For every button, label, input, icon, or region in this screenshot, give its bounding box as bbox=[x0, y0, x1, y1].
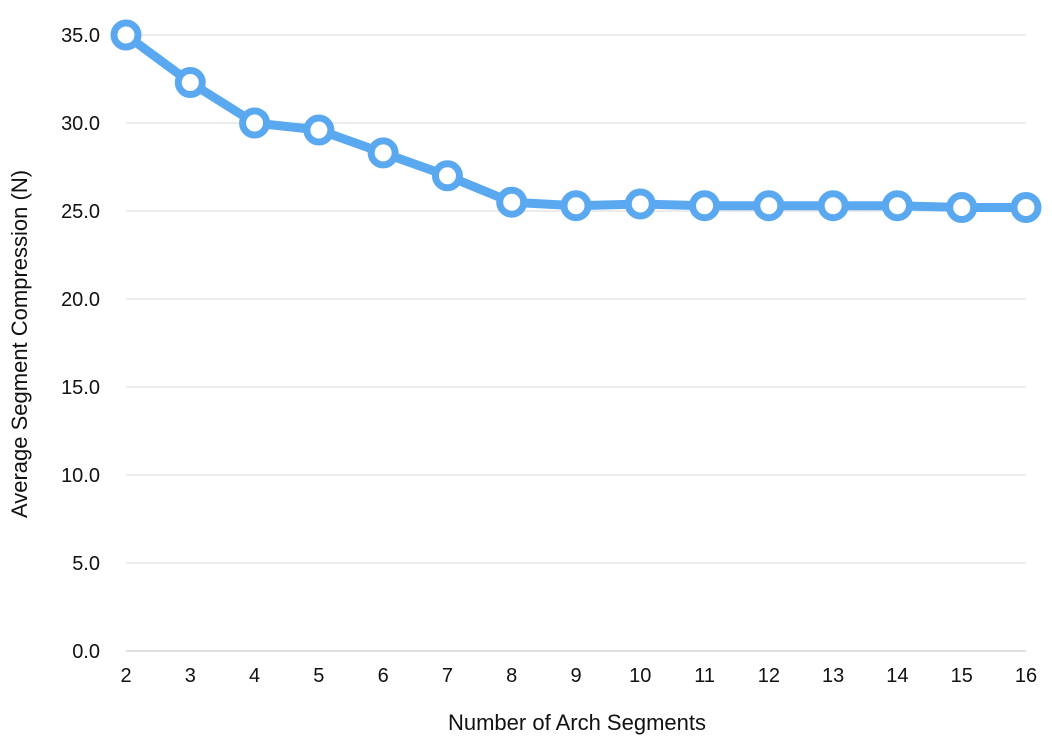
x-tick-label: 14 bbox=[886, 665, 908, 687]
x-tick-label: 15 bbox=[951, 665, 973, 687]
x-tick-label: 11 bbox=[694, 665, 715, 687]
x-tick-labels: 2 3 4 5 6 7 8 9 10 11 12 13 14 15 16 bbox=[120, 665, 1037, 687]
x-tick-label: 12 bbox=[758, 665, 780, 687]
y-tick-labels: 0.0 5.0 10.0 15.0 20.0 25.0 30.0 35.0 bbox=[61, 25, 100, 663]
data-point bbox=[431, 160, 463, 192]
data-point bbox=[946, 191, 978, 223]
x-tick-label: 9 bbox=[570, 665, 581, 687]
x-tick-label: 4 bbox=[249, 665, 260, 687]
y-tick-label: 10.0 bbox=[61, 465, 100, 487]
y-tick-label: 5.0 bbox=[72, 553, 100, 575]
data-point bbox=[303, 114, 335, 146]
x-axis-title: Number of Arch Segments bbox=[448, 710, 706, 735]
y-tick-label: 20.0 bbox=[61, 289, 100, 311]
x-tick-label: 3 bbox=[185, 665, 196, 687]
data-point bbox=[817, 190, 849, 222]
y-tick-label: 0.0 bbox=[72, 641, 100, 663]
data-point bbox=[753, 190, 785, 222]
x-tick-label: 6 bbox=[378, 665, 389, 687]
y-tick-label: 15.0 bbox=[61, 377, 100, 399]
data-point bbox=[174, 67, 206, 99]
series-layer bbox=[110, 19, 1042, 223]
x-tick-label: 13 bbox=[822, 665, 844, 687]
data-point bbox=[367, 137, 399, 169]
x-tick-label: 10 bbox=[629, 665, 651, 687]
data-point bbox=[110, 19, 142, 51]
data-point bbox=[624, 188, 656, 220]
data-point bbox=[239, 107, 271, 139]
x-tick-label: 2 bbox=[120, 665, 131, 687]
data-point bbox=[1010, 191, 1042, 223]
data-point bbox=[496, 186, 528, 218]
x-tick-label: 8 bbox=[506, 665, 517, 687]
x-tick-label: 7 bbox=[442, 665, 453, 687]
y-tick-label: 25.0 bbox=[61, 201, 100, 223]
data-point bbox=[881, 190, 913, 222]
x-tick-label: 16 bbox=[1015, 665, 1037, 687]
y-axis-title: Average Segment Compression (N) bbox=[7, 170, 32, 518]
data-point bbox=[689, 190, 721, 222]
x-tick-label: 5 bbox=[313, 665, 324, 687]
data-point bbox=[560, 190, 592, 222]
y-tick-label: 35.0 bbox=[61, 25, 100, 47]
y-tick-label: 30.0 bbox=[61, 113, 100, 135]
